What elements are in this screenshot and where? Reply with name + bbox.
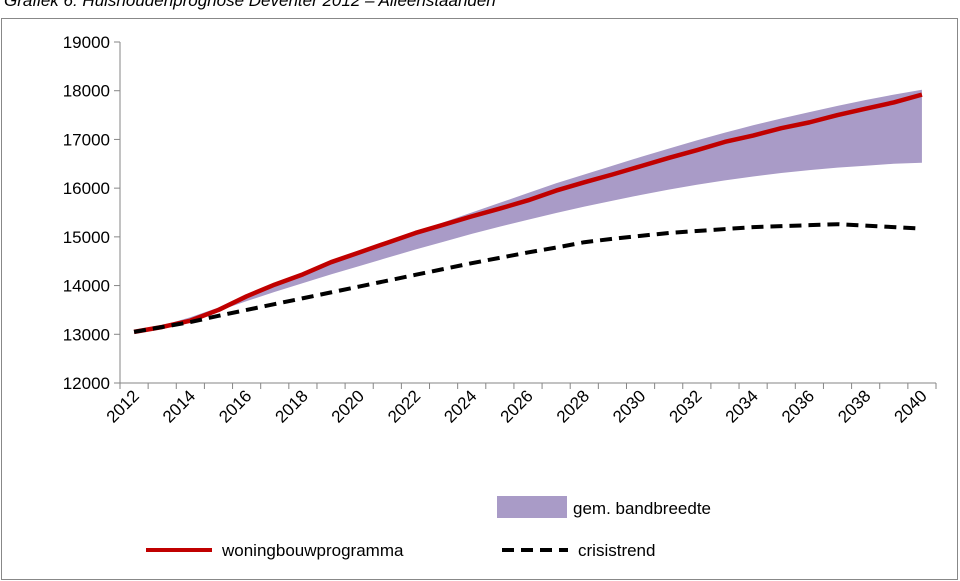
y-tick-label: 16000 — [63, 179, 110, 198]
y-tick-label: 12000 — [63, 374, 110, 393]
y-tick-label: 14000 — [63, 277, 110, 296]
y-tick-label: 19000 — [63, 33, 110, 52]
legend-swatch — [497, 496, 567, 518]
y-tick-label: 13000 — [63, 325, 110, 344]
series-line — [133, 92, 923, 335]
legend-label: woningbouwprogramma — [221, 541, 404, 560]
y-tick-label: 15000 — [63, 228, 110, 247]
y-tick-label: 18000 — [63, 82, 110, 101]
chart-frame — [1, 18, 958, 580]
chart-title: Grafiek 6: Huishoudenprognose Deventer 2… — [4, 0, 496, 10]
y-tick-label: 17000 — [63, 130, 110, 149]
series-line — [133, 222, 923, 334]
band-area — [134, 89, 922, 332]
legend-label: crisistrend — [578, 541, 655, 560]
legend-label: gem. bandbreedte — [573, 499, 711, 518]
